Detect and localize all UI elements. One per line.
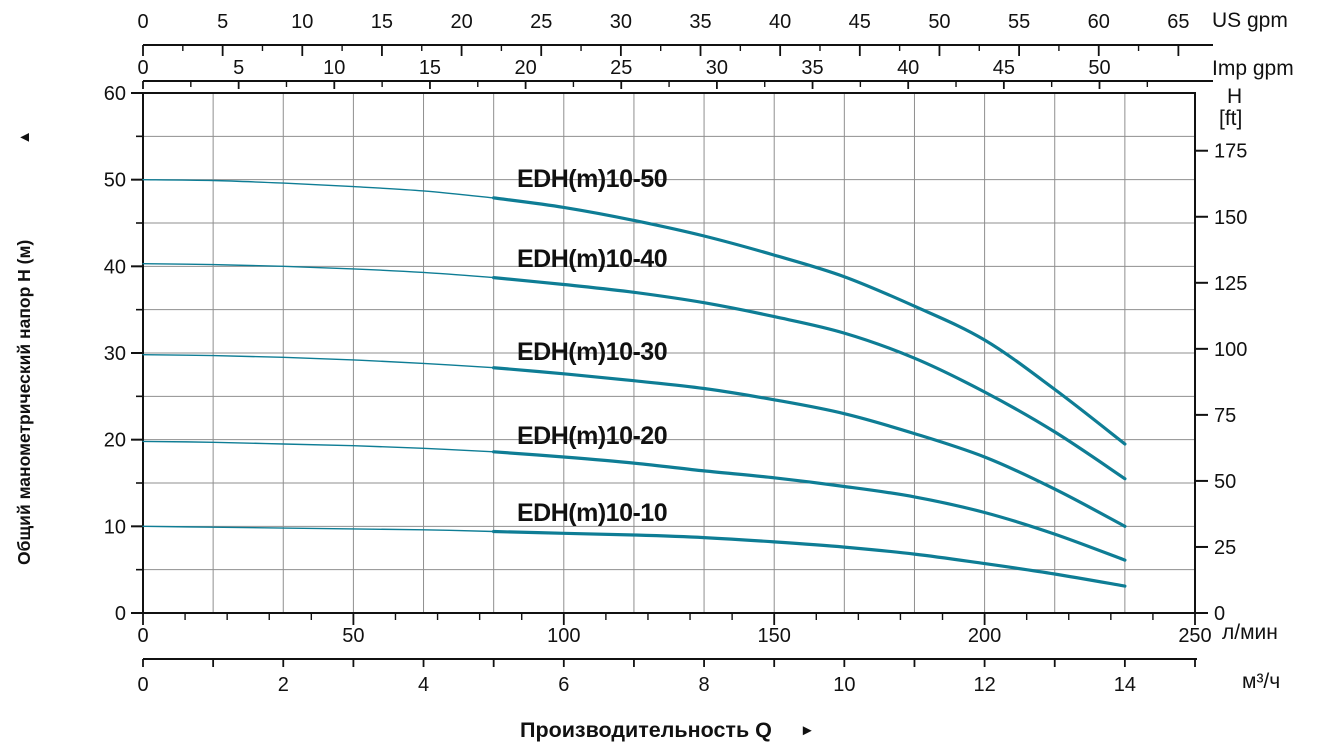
tick-label: 4 (418, 674, 429, 696)
axis-head-ft: 0 25 50 75 100 125 150 175 (1195, 141, 1247, 625)
ft-axis-title-h: H (1227, 85, 1243, 108)
tick-label: 55 (1008, 11, 1030, 33)
tick-label: 100 (547, 625, 580, 647)
curve-thin-EDH(m)10-50 (142, 178, 495, 199)
tick-label: 6 (558, 674, 569, 696)
tick-label: 25 (530, 11, 552, 33)
tick-label: 200 (968, 625, 1001, 647)
up-arrow-icon: ▲ (16, 129, 33, 145)
imp-gpm-unit-label: Imp gpm (1212, 57, 1294, 80)
tick-label: 10 (104, 516, 126, 538)
axis-lpm: 0 50 100 150 200 250 (137, 613, 1212, 647)
tick-label: 0 (1214, 603, 1225, 625)
right-arrow-icon: ► (799, 722, 815, 739)
tick-label: 65 (1167, 11, 1189, 33)
tick-label: 60 (104, 83, 126, 105)
curve-EDH(m)10-10 (492, 529, 1127, 588)
curve-EDH(m)10-50 (492, 196, 1127, 446)
tick-label: 45 (993, 57, 1015, 79)
tick-label: 100 (1214, 339, 1247, 361)
tick-label: 15 (371, 11, 393, 33)
tick-label: 20 (450, 11, 472, 33)
tick-label: 40 (769, 11, 791, 33)
tick-label: 60 (1088, 11, 1110, 33)
axis-head-m: 0 10 20 30 40 50 60 (104, 83, 143, 625)
us-gpm-unit-label: US gpm (1212, 9, 1288, 32)
curve-EDH(m)10-30 (492, 366, 1127, 528)
tick-label: 50 (104, 170, 126, 192)
axis-imp-gpm: 0 5 10 15 20 25 30 35 40 45 50 (137, 57, 1213, 89)
tick-label: 35 (801, 57, 823, 79)
axis-m3h: 0 2 4 6 8 10 12 14 (137, 658, 1197, 696)
y-axis-title-text: Общий манометрический напор H (м) (14, 239, 34, 565)
tick-label: 0 (137, 625, 148, 647)
tick-label: 12 (973, 674, 995, 696)
tick-label: 14 (1114, 674, 1136, 696)
curve-label-edhm10-50: EDH(m)10-50 (517, 165, 668, 193)
tick-label: 30 (610, 11, 632, 33)
curve-label-edhm10-10: EDH(m)10-10 (517, 499, 668, 527)
curve-thin-EDH(m)10-10 (142, 525, 495, 533)
lpm-unit-label: л/мин (1222, 621, 1278, 644)
x-axis-title: Производительность Q ► (520, 718, 815, 743)
tick-label: 175 (1214, 141, 1247, 163)
curve-label-edhm10-40: EDH(m)10-40 (517, 245, 668, 273)
tick-label: 150 (1214, 207, 1247, 229)
y-axis-title: Общий манометрический напор H (м) ▲ (14, 130, 35, 565)
tick-label: 50 (928, 11, 950, 33)
curve-label-edhm10-30: EDH(m)10-30 (517, 338, 668, 366)
tick-label: 25 (1214, 537, 1236, 559)
tick-label: 0 (115, 603, 126, 625)
tick-label: 0 (137, 11, 148, 33)
tick-label: 2 (278, 674, 289, 696)
m3h-unit-label: м³/ч (1242, 670, 1281, 693)
axis-us-gpm: 0 5 10 15 20 25 30 35 40 45 50 55 60 65 (137, 11, 1213, 56)
tick-label: 50 (1088, 57, 1110, 79)
curve-EDH(m)10-20 (492, 450, 1127, 562)
tick-label: 20 (104, 430, 126, 452)
tick-label: 40 (897, 57, 919, 79)
tick-label: 10 (323, 57, 345, 79)
tick-label: 50 (342, 625, 364, 647)
tick-label: 5 (217, 11, 228, 33)
curve-EDH(m)10-40 (492, 276, 1127, 481)
tick-label: 75 (1214, 405, 1236, 427)
tick-label: 40 (104, 256, 126, 278)
tick-label: 0 (137, 674, 148, 696)
curve-thin-EDH(m)10-30 (142, 354, 495, 369)
tick-label: 8 (699, 674, 710, 696)
tick-label: 15 (419, 57, 441, 79)
tick-label: 10 (291, 11, 313, 33)
tick-label: 10 (833, 674, 855, 696)
tick-label: 150 (758, 625, 791, 647)
tick-label: 45 (849, 11, 871, 33)
curve-label-edhm10-20: EDH(m)10-20 (517, 422, 668, 450)
x-axis-title-text: Производительность Q (520, 718, 772, 742)
curve-thin-EDH(m)10-20 (142, 440, 495, 453)
tick-label: 250 (1178, 625, 1211, 647)
tick-label: 35 (689, 11, 711, 33)
ft-axis-title-ft: [ft] (1219, 107, 1243, 130)
tick-label: 125 (1214, 273, 1247, 295)
tick-label: 50 (1214, 471, 1236, 493)
tick-label: 0 (137, 57, 148, 79)
tick-label: 30 (104, 343, 126, 365)
tick-label: 20 (514, 57, 536, 79)
tick-label: 5 (233, 57, 244, 79)
tick-label: 25 (610, 57, 632, 79)
curve-thin-EDH(m)10-40 (142, 263, 495, 279)
tick-label: 30 (706, 57, 728, 79)
